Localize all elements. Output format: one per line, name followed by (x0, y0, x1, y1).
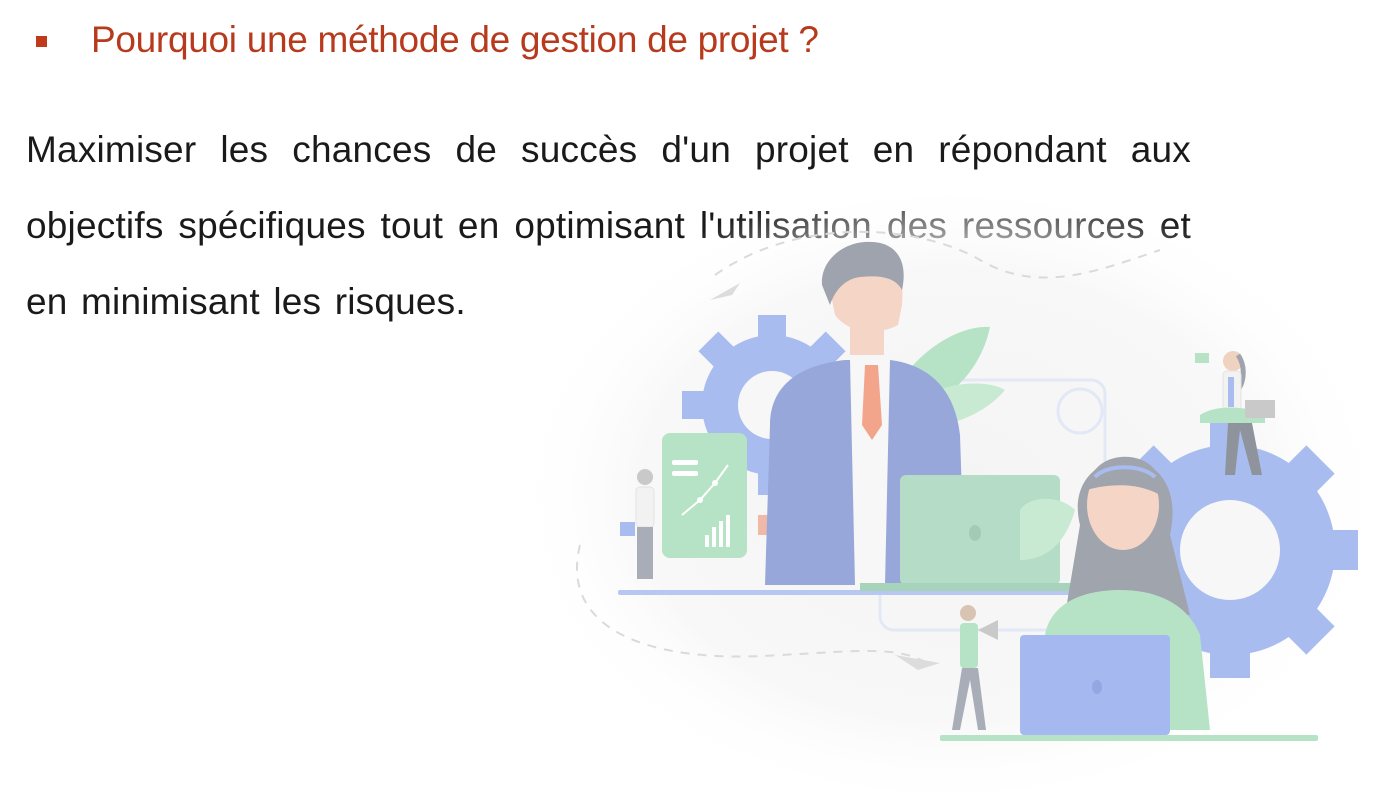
project-management-team-illustration (510, 175, 1377, 799)
person-with-megaphone (952, 605, 998, 730)
small-person-presenting (620, 469, 655, 579)
square-bullet-icon (36, 35, 47, 47)
floor-line-right (940, 735, 1318, 741)
arrow-icon-bottom (895, 655, 940, 670)
floor-line-left (618, 590, 1078, 595)
slide-heading: Pourquoi une méthode de gestion de proje… (36, 14, 819, 66)
laptop-icon-blue (1020, 635, 1170, 735)
frame-circle (1056, 387, 1104, 435)
dashed-flow-lines (575, 230, 1161, 666)
heading-text: Pourquoi une méthode de gestion de proje… (91, 19, 819, 60)
arrow-icon-top (710, 283, 740, 300)
woman-sitting-on-gear (1195, 351, 1275, 475)
chart-board-icon (662, 433, 747, 558)
